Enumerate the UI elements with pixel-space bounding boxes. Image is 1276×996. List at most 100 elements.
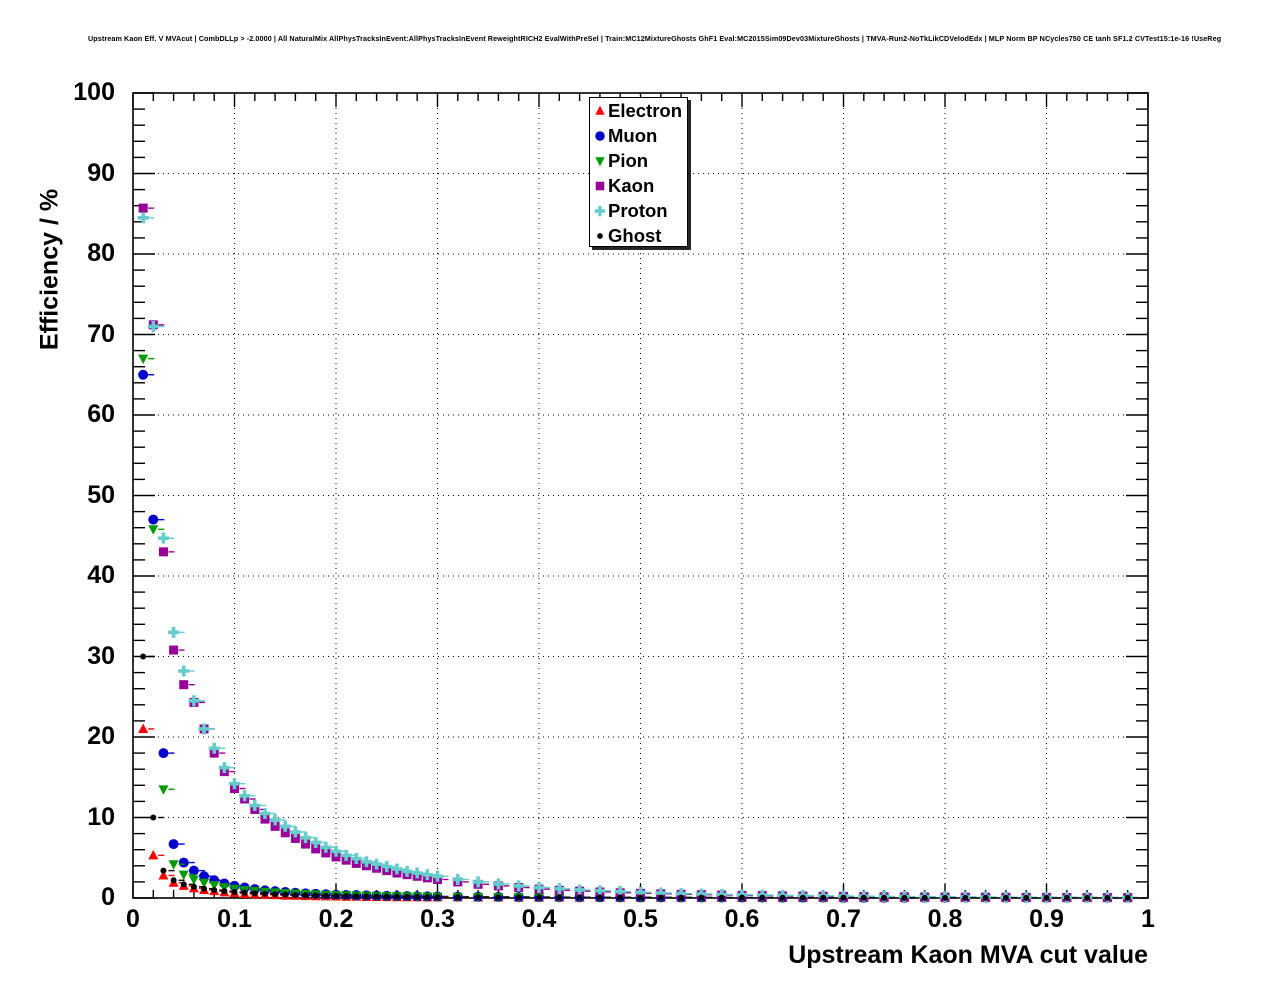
legend-item-pion[interactable]: Pion — [592, 148, 687, 173]
data-point-marker — [289, 826, 301, 838]
data-point-marker — [718, 894, 725, 901]
data-point-marker — [178, 665, 190, 677]
data-point-marker — [1043, 894, 1050, 901]
data-point-marker — [208, 742, 220, 754]
data-point-marker — [475, 894, 482, 901]
data-point-marker — [138, 203, 148, 213]
x-tick-label: 0 — [126, 905, 140, 933]
y-tick-label: 0 — [101, 883, 115, 911]
series-ghost — [140, 653, 1139, 901]
x-tick-label: 0.5 — [623, 905, 658, 933]
data-point-marker — [1104, 894, 1111, 901]
plot-title: Upstream Kaon Eff. V MVAcut | CombDLLp >… — [88, 34, 1222, 43]
data-point-marker — [301, 839, 311, 849]
dot-icon — [592, 225, 608, 247]
data-point-marker — [353, 893, 360, 900]
data-point-marker — [198, 723, 210, 735]
data-point-marker — [333, 892, 339, 899]
legend-item-electron[interactable]: Electron — [592, 98, 687, 123]
data-point-marker — [472, 876, 484, 888]
series-electron — [138, 723, 1139, 902]
data-point-marker — [157, 532, 169, 544]
data-point-marker — [1124, 894, 1131, 901]
data-point-marker — [1063, 894, 1070, 901]
x-tick-label: 0.1 — [217, 905, 252, 933]
data-point-marker — [698, 894, 705, 901]
data-point-marker — [350, 853, 362, 865]
data-point-marker — [1002, 894, 1009, 901]
x-tick-label: 0.2 — [318, 905, 354, 933]
data-point-marker — [421, 869, 433, 881]
data-point-marker — [779, 894, 786, 901]
data-point-marker — [595, 181, 605, 190]
data-point-marker — [340, 849, 352, 861]
data-point-marker — [180, 881, 187, 888]
data-point-marker — [168, 626, 180, 638]
data-point-marker — [363, 893, 370, 900]
square-icon — [592, 175, 608, 197]
circle-icon — [592, 125, 608, 147]
y-tick-label: 100 — [73, 78, 115, 106]
data-point-marker — [168, 839, 179, 850]
data-point-marker — [576, 894, 583, 901]
y-tick-label: 20 — [87, 722, 115, 750]
data-point-marker — [311, 844, 321, 854]
data-point-marker — [411, 867, 423, 879]
y-tick-label: 50 — [87, 480, 115, 509]
data-point-marker — [221, 888, 228, 895]
data-point-marker — [637, 894, 644, 901]
data-point-marker — [860, 894, 867, 901]
data-point-marker — [170, 877, 177, 884]
data-point-marker — [513, 880, 525, 892]
data-point-marker — [158, 785, 169, 795]
data-point-marker — [280, 828, 290, 838]
legend-item-proton[interactable]: Proton — [592, 198, 687, 223]
legend[interactable]: Electron Muon Pion Kaon Proton Ghost — [589, 97, 688, 247]
data-point-marker — [148, 514, 159, 525]
data-point-marker — [594, 205, 606, 216]
data-point-marker — [158, 547, 168, 557]
data-point-marker — [148, 525, 159, 535]
x-tick-label: 0.6 — [724, 905, 760, 933]
series-proton — [137, 212, 1139, 904]
y-tick-label: 70 — [87, 319, 115, 348]
legend-item-muon[interactable]: Muon — [592, 123, 687, 148]
data-point-marker — [942, 894, 948, 901]
data-point-marker — [320, 841, 332, 853]
data-point-marker — [188, 695, 200, 707]
data-point-marker — [188, 875, 199, 885]
data-point-marker — [820, 894, 827, 901]
data-point-marker — [259, 807, 271, 819]
triangle-down-icon — [592, 150, 608, 172]
data-point-marker — [179, 680, 189, 690]
x-tick-label: 0.9 — [1029, 905, 1064, 933]
legend-item-ghost[interactable]: Ghost — [592, 223, 687, 248]
data-point-marker — [219, 883, 230, 893]
data-point-marker — [211, 887, 218, 894]
data-point-marker — [675, 888, 687, 900]
y-tick-label: 60 — [87, 400, 115, 428]
data-point-marker — [452, 873, 464, 885]
data-point-marker — [495, 894, 502, 901]
series-muon — [138, 369, 1139, 903]
data-point-marker — [533, 882, 545, 894]
data-point-marker — [140, 653, 147, 660]
data-point-marker — [199, 878, 210, 889]
data-point-marker — [635, 886, 646, 898]
data-point-marker — [759, 894, 766, 901]
data-point-marker — [614, 886, 626, 898]
legend-item-kaon[interactable]: Kaon — [592, 173, 687, 198]
data-point-marker — [595, 130, 605, 141]
data-point-marker — [414, 893, 421, 900]
data-point-marker — [492, 878, 504, 890]
data-point-marker — [272, 891, 279, 898]
data-point-marker — [655, 887, 667, 899]
data-point-marker — [251, 890, 258, 897]
data-point-marker — [391, 863, 403, 875]
legend-label: Pion — [608, 149, 649, 171]
data-point-marker — [218, 762, 230, 774]
data-point-marker — [241, 889, 248, 896]
x-tick-label: 0.8 — [927, 905, 963, 933]
